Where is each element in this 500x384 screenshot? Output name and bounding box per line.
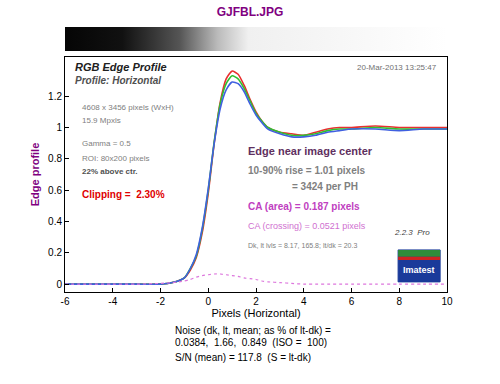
svg-text:1: 1 (56, 122, 62, 133)
svg-text:ROI: 80x200 pixels: ROI: 80x200 pixels (82, 154, 150, 163)
svg-text:CA (crossing) = 0.0521 pixels: CA (crossing) = 0.0521 pixels (248, 221, 366, 231)
svg-text:S/N (mean) = 117.8 (S = lt-dk: S/N (mean) = 117.8 (S = lt-dk) (175, 352, 311, 363)
svg-text:Edge near image center: Edge near image center (248, 145, 373, 157)
svg-text:RGB Edge Profile: RGB Edge Profile (75, 61, 167, 73)
svg-text:4608 x 3456 pixels (WxH): 4608 x 3456 pixels (WxH) (82, 103, 174, 112)
svg-text:0.6: 0.6 (48, 185, 62, 196)
svg-text:Profile: Horizontal: Profile: Horizontal (75, 75, 161, 86)
svg-text:10-90% rise = 1.01 pixels: 10-90% rise = 1.01 pixels (248, 165, 365, 176)
svg-text:8: 8 (396, 296, 402, 307)
svg-text:1.2: 1.2 (48, 91, 62, 102)
svg-text:0: 0 (56, 279, 62, 290)
svg-text:CA (area) = 0.187 pixels: CA (area) = 0.187 pixels (248, 201, 360, 212)
svg-text:4: 4 (301, 296, 307, 307)
svg-text:Clipping = 2.30%: Clipping = 2.30% (82, 189, 165, 200)
svg-text:6: 6 (349, 296, 355, 307)
svg-text:-2: -2 (156, 296, 165, 307)
svg-text:Pixels (Horizontal): Pixels (Horizontal) (211, 307, 300, 319)
svg-text:-6: -6 (61, 296, 70, 307)
svg-text:Dk, lt lvls = 8.17, 165.8; lt/: Dk, lt lvls = 8.17, 165.8; lt/dk = 20.3 (248, 242, 357, 249)
svg-text:Noise (dk, lt, mean; as % of l: Noise (dk, lt, mean; as % of lt-dk) = (175, 325, 331, 336)
svg-text:0.0384, 1.66, 0.849 (ISO =: 0.0384, 1.66, 0.849 (ISO = 100) (175, 337, 327, 348)
svg-text:GJFBL.JPG: GJFBL.JPG (217, 5, 284, 19)
svg-text:Gamma = 0.5: Gamma = 0.5 (82, 139, 131, 148)
svg-text:0.8: 0.8 (48, 153, 62, 164)
svg-text:= 3424 per PH: = 3424 per PH (292, 181, 358, 192)
svg-text:2: 2 (253, 296, 259, 307)
svg-text:20-Mar-2013 13:25:47: 20-Mar-2013 13:25:47 (357, 63, 437, 72)
svg-text:15.9 Mpxls: 15.9 Mpxls (82, 116, 121, 125)
svg-text:10: 10 (441, 296, 453, 307)
svg-text:2.2.3 Pro: 2.2.3 Pro (394, 228, 430, 237)
svg-text:22% above ctr.: 22% above ctr. (82, 167, 138, 176)
svg-text:0: 0 (205, 296, 211, 307)
svg-text:Edge profile: Edge profile (29, 143, 41, 207)
svg-text:Imatest: Imatest (403, 265, 435, 275)
svg-text:-4: -4 (108, 296, 117, 307)
svg-text:0.4: 0.4 (48, 216, 62, 227)
svg-text:0.2: 0.2 (48, 247, 62, 258)
